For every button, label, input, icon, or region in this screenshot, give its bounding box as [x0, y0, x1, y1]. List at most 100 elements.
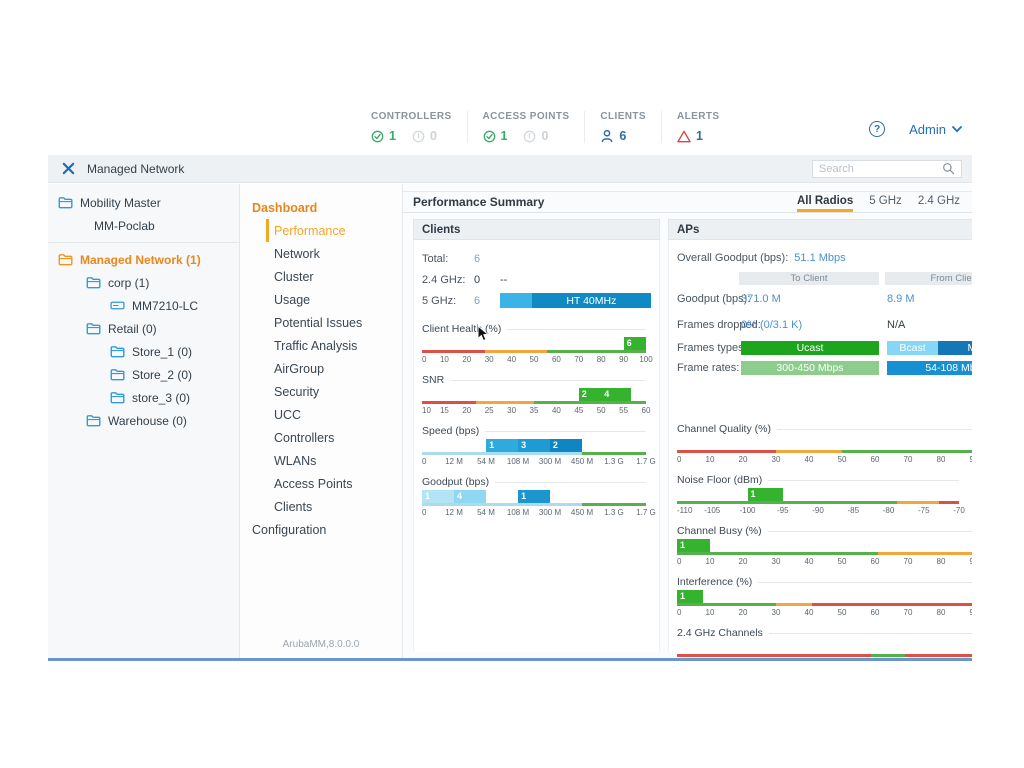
tree-item-mm7210-lc[interactable]: MM7210-LC [48, 294, 239, 317]
chart-tick: 10 [705, 608, 715, 617]
tree-item-store-3-0[interactable]: store_3 (0) [48, 386, 239, 409]
client-charts: Client Health (%) 6 0 10 20 30 40 50 60 70 80 90 1… [422, 323, 656, 518]
chart-title: Channel Quality (%) [677, 423, 771, 435]
nav-item-ucc[interactable]: UCC [274, 407, 302, 422]
counter-access-points[interactable]: ACCESS POINTS 1 0 [466, 111, 585, 143]
nav-item-configuration[interactable]: Configuration [252, 522, 327, 537]
aps-table: To Client From Client Goodput (bps): 371.… [677, 272, 972, 377]
chart-2-4-ghz-channels: 2.4 GHz Channels 1234567891011121314 [677, 627, 972, 661]
counter-clients[interactable]: CLIENTS 6 [584, 111, 661, 143]
tree-item-store-1-0[interactable]: Store_1 (0) [48, 340, 239, 363]
nav-item-clients[interactable]: Clients [274, 499, 313, 514]
help-icon[interactable]: ? [869, 121, 886, 137]
chart-tick: 30 [771, 608, 781, 617]
folder-icon [86, 323, 101, 335]
nav-item-performance[interactable]: Performance [266, 219, 402, 242]
bar-segment: HT 40MHz [531, 293, 651, 308]
search-input[interactable] [819, 162, 942, 175]
cell-bars: 54-108 Mbps [885, 361, 972, 375]
tab-all-radios[interactable]: All Radios [796, 192, 854, 212]
nav-item-wlans[interactable]: WLANs [274, 453, 317, 468]
chart-title: SNR [422, 374, 445, 386]
tree-item-warehouse-0[interactable]: Warehouse (0) [48, 409, 239, 432]
tree-item-label: Store_2 (0) [132, 367, 193, 382]
panels: Clients Total: 6 2.4 GHz: 0 -- 5 GHz: 6 … [403, 213, 972, 661]
overall-goodput-value: 51.1 Mbps [794, 252, 846, 264]
chart-bar: 1 [422, 490, 455, 503]
tree-item-mm-poclab[interactable]: MM-Poclab [48, 214, 239, 237]
nav-item-usage[interactable]: Usage [274, 292, 311, 307]
clients-panel: Clients Total: 6 2.4 GHz: 0 -- 5 GHz: 6 … [413, 219, 660, 652]
tree-item-retail-0[interactable]: Retail (0) [48, 317, 239, 340]
chart-tick: 10 [705, 455, 715, 464]
controller-icon [110, 301, 125, 310]
chart-tick: 50 [529, 355, 539, 364]
nav-item-access-points[interactable]: Access Points [274, 476, 353, 491]
chart-tick: 70 [903, 455, 913, 464]
line-segment [475, 401, 534, 404]
counter-controllers[interactable]: CONTROLLERS 1 0 [356, 111, 467, 143]
tree-item-label: Warehouse (0) [108, 413, 187, 428]
chart-tick: 35 [529, 406, 539, 415]
chart-client-health: Client Health (%) 6 0 10 20 30 40 50 60 70 80 90 1… [422, 323, 653, 365]
chart-title: Goodput (bps) [422, 476, 490, 488]
chart-tick: 10 [439, 355, 449, 364]
chart-tick: 80 [936, 608, 946, 617]
chart-tick: 12 M [445, 508, 463, 517]
nav-item-potential-issues[interactable]: Potential Issues [274, 315, 363, 330]
window-title: Managed Network [87, 161, 185, 176]
tree-item-label: Retail (0) [108, 321, 157, 336]
chart-tick: 70 [903, 557, 913, 566]
bar-segment [500, 293, 532, 308]
nav-item-security[interactable]: Security [274, 384, 320, 399]
tree-item-store-2-0[interactable]: Store_2 (0) [48, 363, 239, 386]
chart-tick: 60 [870, 608, 880, 617]
chart-bar: 1 [486, 439, 519, 452]
user-menu[interactable]: Admin [909, 122, 962, 137]
nav-item-controllers[interactable]: Controllers [274, 430, 335, 445]
chart-tick: -95 [776, 506, 789, 515]
nav-item-airgroup[interactable]: AirGroup [274, 361, 325, 376]
line-segment [677, 603, 776, 606]
row-label: 5 GHz: [422, 294, 457, 307]
app-version: ArubaMM,8.0.0.0 [282, 639, 360, 650]
main-content: Performance Summary All Radios 5 GHz 2.4 G… [403, 184, 972, 661]
nav-item-network[interactable]: Network [274, 246, 320, 261]
chart-tick: -90 [812, 506, 824, 515]
tab-2-4-ghz[interactable]: 2.4 GHz [917, 194, 960, 207]
chart-tick: 50 [837, 455, 847, 464]
line-segment [677, 501, 897, 504]
chart-interference: Interference (%) 1 010203040506070809010… [677, 576, 972, 618]
ap-charts: Channel Quality (%) 01020304050607080901… [677, 423, 972, 661]
tree-item-mobility-master[interactable]: Mobility Master [48, 191, 239, 214]
nav-item-traffic-analysis[interactable]: Traffic Analysis [274, 338, 358, 353]
aps-table-header: To Client From Client [739, 272, 972, 285]
chart-tick: 90 [969, 557, 972, 566]
cell-bars: Ucast [739, 341, 879, 355]
chart-tick: 90 [619, 355, 629, 364]
row-value: 6 [474, 294, 481, 307]
line-segment [422, 401, 476, 404]
row-label: Frame rates: [677, 362, 740, 374]
nav-item-dashboard[interactable]: Dashboard [252, 200, 318, 215]
summary-bar: Performance Summary All Radios 5 GHz 2.4 G… [403, 191, 972, 213]
row-extra: -- [500, 273, 508, 286]
aps-row-frame-rates: Frame rates: 300-450 Mbps 54-108 Mbps [677, 359, 972, 377]
stacked-bar: Ucast [741, 341, 879, 355]
tab-5-ghz[interactable]: 5 GHz [869, 194, 902, 207]
aps-panel-body: Overall Goodput (bps): 51.1 Mbps To Clie… [668, 240, 972, 661]
chart-tick: 450 M [570, 457, 594, 466]
tree-item-managed-network-1[interactable]: Managed Network (1) [48, 248, 239, 271]
folder-icon [86, 277, 101, 289]
close-icon[interactable] [62, 162, 75, 175]
aps-panel: APs Overall Goodput (bps): 51.1 Mbps To … [668, 219, 972, 661]
counter-alerts[interactable]: ALERTS 1 [661, 111, 734, 143]
total-value: 6 [474, 252, 481, 265]
tree-item-label: corp (1) [108, 275, 150, 290]
tree-item-corp-1[interactable]: corp (1) [48, 271, 239, 294]
chart-tick: 20 [462, 355, 472, 364]
clients-icon [602, 129, 613, 143]
nav-item-cluster[interactable]: Cluster [274, 269, 314, 284]
